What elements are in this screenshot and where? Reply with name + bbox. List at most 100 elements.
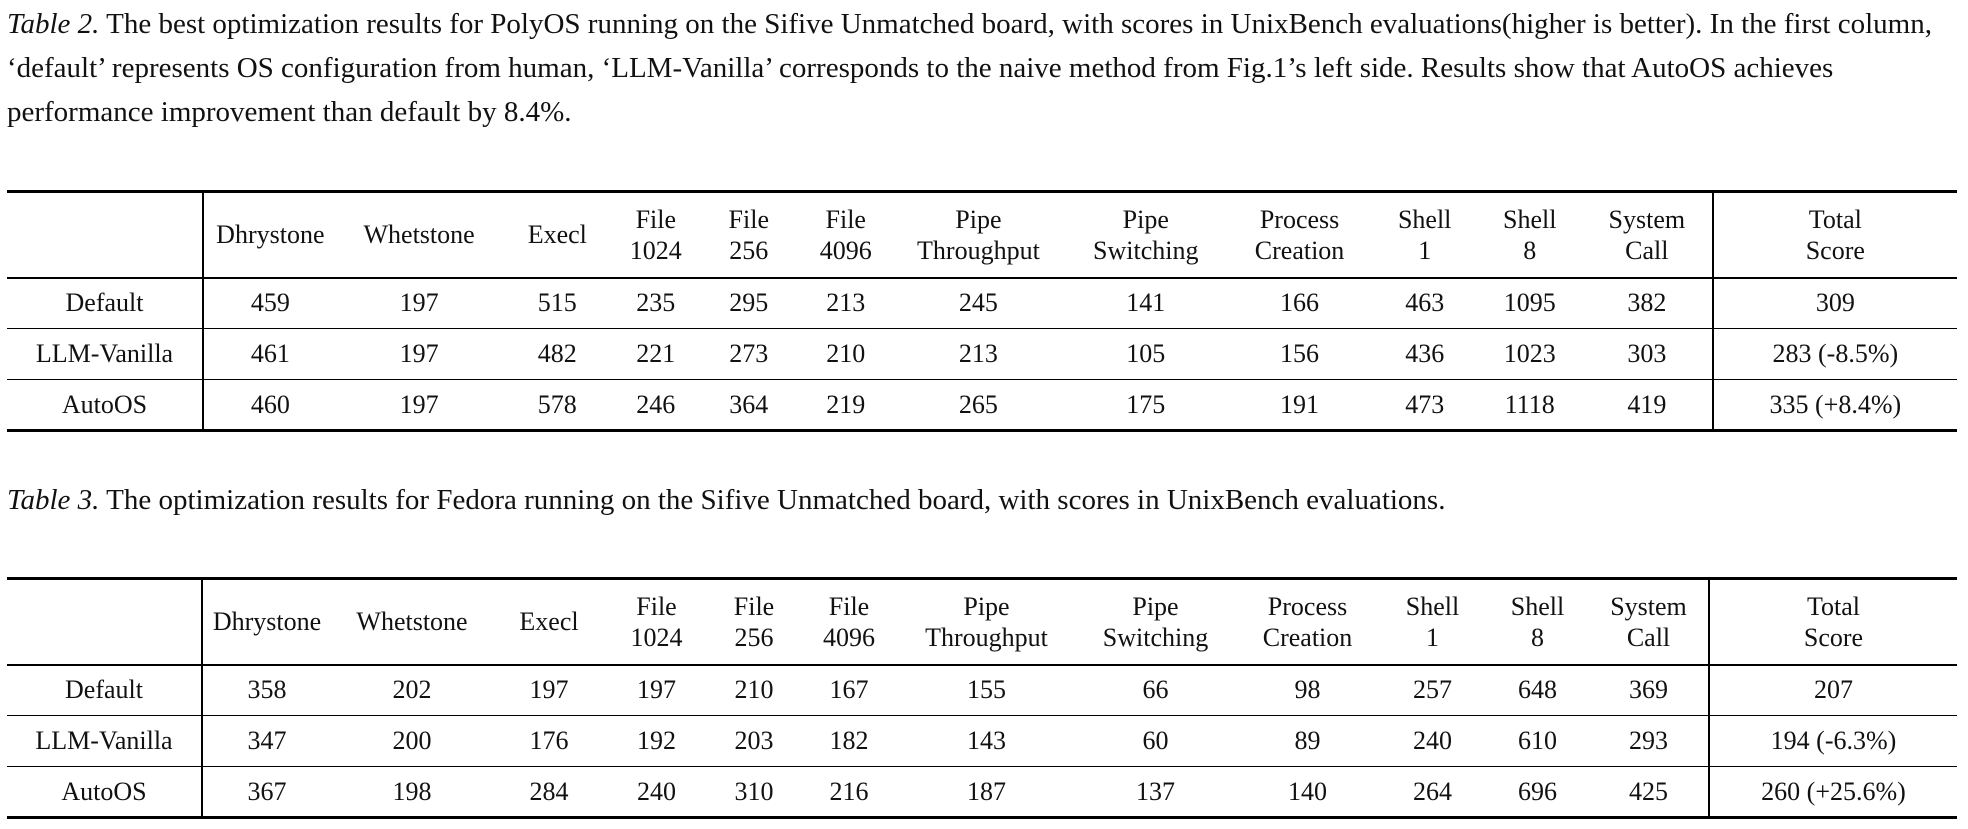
- table-row: LLM-Vanilla 347 200 176 192 203 182 143 60 89 240 6…: [7, 715, 1957, 767]
- table-cell: 235: [636, 288, 676, 318]
- table3-body: Default 358 202 197 197 210 167 155 66 98 257 648 36…: [7, 664, 1957, 818]
- table-cell: 240: [637, 776, 676, 806]
- column-header-line: 256: [734, 622, 774, 652]
- table-cell: 198: [392, 776, 432, 806]
- table-cell: 89: [1294, 726, 1321, 755]
- column-header-line: Shell: [1502, 204, 1557, 234]
- column-header: Shell 1: [1379, 579, 1486, 665]
- column-header: Whetstone: [337, 192, 502, 278]
- column-header-line: Creation: [1254, 235, 1345, 265]
- table-cell: 245: [958, 288, 998, 318]
- table-cell: 98: [1294, 675, 1321, 705]
- column-header: Process Creation: [1236, 579, 1379, 665]
- table-row: LLM-Vanilla 461 197 482 221 273 210 213 105 156 43…: [7, 328, 1957, 380]
- table-cell: 367: [247, 776, 287, 806]
- table-row: Default 459 197 515 235 295 213 245 141 166 463 109…: [7, 277, 1957, 329]
- table-cell: 137: [1136, 776, 1175, 806]
- column-header-line: Shell: [1510, 591, 1565, 621]
- table-cell: 284: [529, 776, 569, 806]
- column-header: File 1024: [605, 579, 708, 665]
- table2-header-row: Dhrystone Whetstone Execl File 1024 File 256 Fi…: [7, 191, 1957, 278]
- table-cell: 203: [734, 726, 774, 755]
- table-cell: 207: [1708, 664, 1957, 716]
- column-header-line: Total: [1806, 591, 1861, 621]
- table2-caption: Table 2. The best optimization results f…: [7, 2, 1957, 134]
- column-header-line: System: [1608, 204, 1686, 234]
- table-cell: 246: [636, 389, 676, 419]
- column-header-line: Score: [1805, 235, 1865, 265]
- table-cell: 221: [636, 339, 676, 368]
- table-cell: 176: [529, 726, 569, 755]
- table-cell: 182: [829, 726, 869, 755]
- column-header-line: Pipe: [1122, 204, 1169, 234]
- row-label: AutoOS: [7, 379, 204, 431]
- table-cell: 364: [729, 389, 769, 419]
- table-cell: 260 (+25.6%): [1708, 766, 1957, 818]
- table-cell: 347: [247, 726, 287, 755]
- column-header-line: Call: [1626, 622, 1671, 652]
- table-cell: 105: [1126, 339, 1166, 368]
- table-cell: 187: [967, 776, 1006, 806]
- column-header-line: 4096: [823, 622, 875, 652]
- table-cell: 194 (-6.3%): [1708, 715, 1957, 767]
- column-header: File 1024: [613, 192, 698, 278]
- table-cell: 210: [826, 339, 866, 368]
- table-row: Default 358 202 197 197 210 167 155 66 98 257 648 36…: [7, 664, 1957, 716]
- column-header-line: Pipe: [1132, 591, 1179, 621]
- column-header: Execl: [502, 192, 614, 278]
- column-header: File 256: [708, 579, 800, 665]
- table-cell: 303: [1627, 339, 1667, 368]
- table-cell: 264: [1413, 776, 1452, 806]
- table-cell: 192: [637, 726, 676, 755]
- table-cell: 515: [537, 288, 577, 318]
- table-cell: 197: [399, 339, 439, 368]
- row-label: AutoOS: [7, 766, 203, 818]
- column-header-line: Process: [1259, 204, 1340, 234]
- table3-header-row: Dhrystone Whetstone Execl File 1024 File 256 Fi…: [7, 578, 1957, 665]
- table-cell: 156: [1280, 339, 1320, 368]
- row-label: LLM-Vanilla: [7, 328, 204, 380]
- column-header-line: System: [1610, 591, 1687, 621]
- table-cell: 648: [1518, 675, 1557, 705]
- column-header-line: File: [828, 591, 870, 621]
- table-row: AutoOS 367 198 284 240 310 216 187 137 140 264 696 4…: [7, 766, 1957, 818]
- column-header: File 4096: [800, 579, 898, 665]
- column-header-line: Shell: [1405, 591, 1460, 621]
- table-cell: 191: [1280, 389, 1320, 419]
- table-cell: 273: [729, 339, 769, 368]
- column-header: Execl: [493, 579, 605, 665]
- row-label: Default: [7, 277, 204, 329]
- column-header-line: File: [733, 591, 775, 621]
- table-cell: 436: [1405, 339, 1445, 368]
- table-cell: 461: [250, 339, 290, 368]
- header-corner: [7, 578, 203, 665]
- table-cell: 197: [399, 288, 439, 318]
- column-header: Shell 8: [1477, 192, 1582, 278]
- column-header-line: File: [636, 591, 677, 621]
- table2: Dhrystone Whetstone Execl File 1024 File 256 Fi…: [7, 190, 1957, 432]
- column-header-line: Dhrystone: [216, 220, 325, 250]
- table-cell: 155: [967, 675, 1006, 705]
- column-header: Dhrystone: [203, 192, 337, 278]
- table-cell: 200: [392, 726, 432, 755]
- table-cell: 197: [399, 389, 439, 419]
- column-header: File 4096: [799, 192, 892, 278]
- column-header-line: Execl: [527, 220, 587, 250]
- column-header: Pipe Throughput: [898, 579, 1075, 665]
- table-row: AutoOS 460 197 578 246 364 219 265 175 191 473 1118…: [7, 379, 1957, 431]
- column-header: Total Score: [1708, 578, 1957, 665]
- table-cell: 1118: [1504, 389, 1555, 419]
- column-header-line: 256: [729, 235, 769, 265]
- column-header-line: 1024: [630, 622, 683, 652]
- column-header-line: Whetstone: [363, 220, 475, 250]
- column-header-line: 1: [1426, 622, 1439, 652]
- table-cell: 295: [729, 288, 769, 318]
- column-header-line: Execl: [519, 607, 579, 637]
- column-header: Shell 1: [1372, 192, 1478, 278]
- table-cell: 310: [734, 776, 774, 806]
- table2-body: Default 459 197 515 235 295 213 245 141 166 463 109…: [7, 277, 1957, 431]
- column-header-line: Pipe: [955, 204, 1002, 234]
- column-header-line: 8: [1531, 622, 1544, 652]
- column-header: System Call: [1582, 192, 1713, 278]
- column-header: Process Creation: [1227, 192, 1372, 278]
